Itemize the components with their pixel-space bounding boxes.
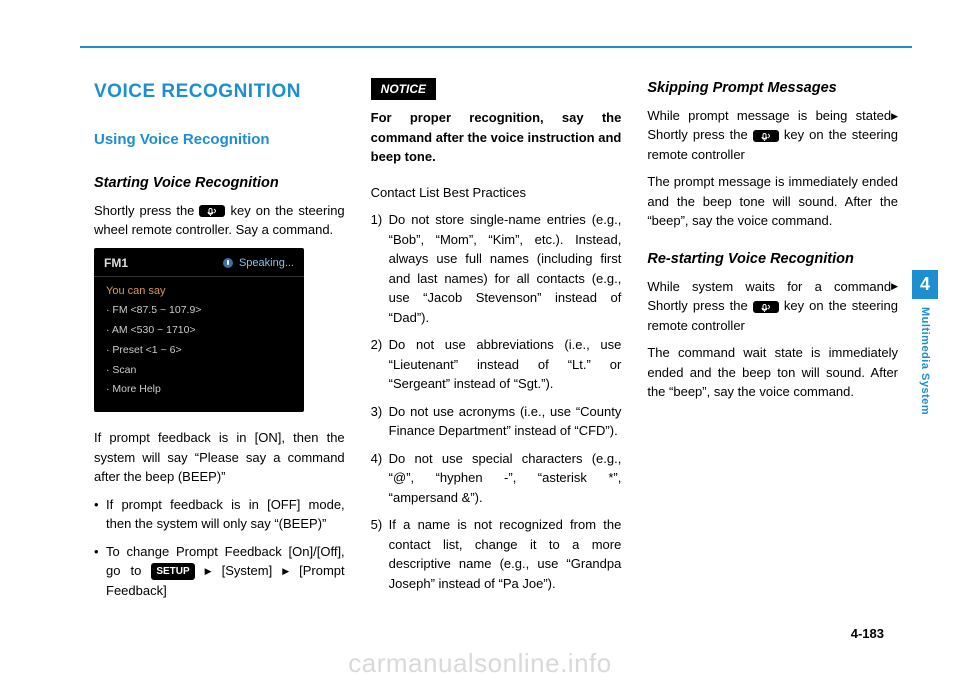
voice-option: · More Help bbox=[106, 382, 292, 398]
item-number: 3) bbox=[371, 402, 389, 441]
starting-body-text: Shortly press the key on the steering wh… bbox=[94, 201, 345, 240]
triangle-icon: ▶ bbox=[891, 280, 898, 294]
voice-option: · FM <87.5 ~ 107.9> bbox=[106, 303, 292, 319]
bullet-item: • If prompt feedback is in [OFF] mode, t… bbox=[94, 495, 345, 534]
text-fragment: Shortly press the bbox=[647, 298, 752, 313]
chapter-title: Multimedia System bbox=[919, 307, 931, 415]
item-number: 1) bbox=[371, 210, 389, 327]
bullet-item: • To change Prompt Feedback [On]/[Off], … bbox=[94, 542, 345, 601]
item-text: Do not use abbreviations (i.e., use “Lie… bbox=[389, 335, 622, 394]
section-title: VOICE RECOGNITION bbox=[94, 78, 345, 107]
notice-text: For proper recognition, say the command … bbox=[371, 108, 622, 167]
you-can-say-label: You can say bbox=[106, 283, 292, 300]
screen-body: You can say · FM <87.5 ~ 107.9> · AM <53… bbox=[94, 277, 304, 398]
item-number: 5) bbox=[371, 515, 389, 593]
content-columns: VOICE RECOGNITION Using Voice Recognitio… bbox=[94, 78, 898, 608]
column-1: VOICE RECOGNITION Using Voice Recognitio… bbox=[94, 78, 345, 608]
voice-option: · AM <530 ~ 1710> bbox=[106, 323, 292, 339]
bullet-text: To change Prompt Feedback [On]/[Off], go… bbox=[106, 542, 345, 601]
contact-list-title: Contact List Best Practices bbox=[371, 183, 622, 203]
bullet-list: • If prompt feedback is in [OFF] mode, t… bbox=[94, 495, 345, 601]
column-3: Skipping Prompt Messages While prompt me… bbox=[647, 78, 898, 608]
restarting-title: Re-starting Voice Recognition bbox=[647, 249, 898, 271]
item-text: Do not use special characters (e.g., “@”… bbox=[389, 449, 622, 508]
speaking-indicator: Speaking... bbox=[222, 255, 294, 272]
bullet-marker: • bbox=[94, 495, 106, 534]
text-fragment: [System] bbox=[222, 563, 273, 578]
item-text: Do not use acronyms (i.e., use “County F… bbox=[389, 402, 622, 441]
triangle-icon: ▶ bbox=[282, 565, 289, 579]
starting-voice-recognition-title: Starting Voice Recognition bbox=[94, 173, 345, 195]
voice-recognition-screen: FM1 Speaking... You can say · FM <87.5 ~… bbox=[94, 248, 304, 412]
column-2: NOTICE For proper recognition, say the c… bbox=[371, 78, 622, 608]
using-voice-recognition-title: Using Voice Recognition bbox=[94, 129, 345, 152]
text-fragment: Shortly press the bbox=[647, 127, 752, 142]
text-fragment: While system waits for a command bbox=[647, 279, 891, 294]
speaking-text: Speaking... bbox=[239, 255, 294, 272]
watermark: carmanualsonline.info bbox=[348, 648, 611, 679]
numbered-item: 1)Do not store single-name entries (e.g.… bbox=[371, 210, 622, 327]
voice-option: · Scan bbox=[106, 363, 292, 379]
skipping-prompt-title: Skipping Prompt Messages bbox=[647, 78, 898, 100]
numbered-item: 3)Do not use acronyms (i.e., use “County… bbox=[371, 402, 622, 441]
setup-key-icon: SETUP bbox=[151, 563, 194, 580]
screen-header: FM1 Speaking... bbox=[94, 254, 304, 277]
text-fragment: While prompt message is being stated bbox=[647, 108, 891, 123]
bullet-text: If prompt feedback is in [OFF] mode, the… bbox=[106, 495, 345, 534]
skipping-body-text: While prompt message is being stated▶ Sho… bbox=[647, 106, 898, 165]
voice-key-icon bbox=[753, 130, 779, 142]
fm-label: FM1 bbox=[104, 254, 128, 272]
chapter-number: 4 bbox=[912, 270, 938, 299]
item-number: 2) bbox=[371, 335, 389, 394]
voice-key-icon bbox=[199, 205, 225, 217]
page-number: 4-183 bbox=[851, 626, 884, 641]
item-text: If a name is not recognized from the con… bbox=[389, 515, 622, 593]
numbered-item: 2)Do not use abbreviations (i.e., use “L… bbox=[371, 335, 622, 394]
mic-icon bbox=[222, 257, 234, 269]
item-text: Do not store single-name entries (e.g., … bbox=[389, 210, 622, 327]
bullet-marker: • bbox=[94, 542, 106, 601]
item-number: 4) bbox=[371, 449, 389, 508]
restart-body-text: While system waits for a command▶ Shortl… bbox=[647, 277, 898, 336]
prompt-on-text: If prompt feedback is in [ON], then the … bbox=[94, 428, 345, 487]
side-tab: 4 Multimedia System bbox=[912, 270, 938, 415]
skipping-body-text-2: The prompt message is immediately ended … bbox=[647, 172, 898, 231]
triangle-icon: ▶ bbox=[205, 565, 212, 579]
numbered-item: 4)Do not use special characters (e.g., “… bbox=[371, 449, 622, 508]
restart-body-text-2: The command wait state is immediately en… bbox=[647, 343, 898, 402]
triangle-icon: ▶ bbox=[891, 110, 898, 124]
notice-badge: NOTICE bbox=[371, 78, 436, 100]
numbered-item: 5)If a name is not recognized from the c… bbox=[371, 515, 622, 593]
text-fragment: Shortly press the bbox=[94, 203, 199, 218]
voice-key-icon bbox=[753, 301, 779, 313]
voice-option: · Preset <1 ~ 6> bbox=[106, 343, 292, 359]
header-divider bbox=[80, 46, 912, 48]
